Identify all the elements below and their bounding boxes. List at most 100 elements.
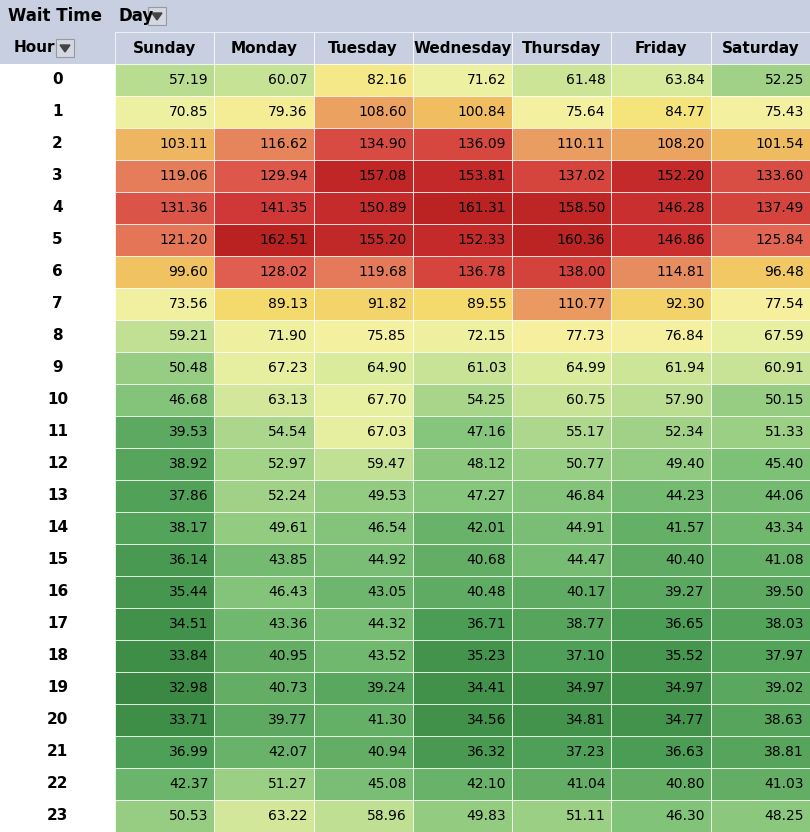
- Bar: [0, 384, 115, 416]
- Bar: [313, 800, 413, 832]
- Bar: [115, 608, 215, 640]
- Text: 67.59: 67.59: [765, 329, 804, 343]
- Bar: [413, 224, 512, 256]
- Text: 39.53: 39.53: [168, 425, 208, 439]
- Text: 60.07: 60.07: [268, 73, 308, 87]
- Text: 40.48: 40.48: [467, 585, 506, 599]
- Bar: [710, 736, 810, 768]
- Text: 40.80: 40.80: [665, 777, 705, 791]
- Text: 40.68: 40.68: [467, 553, 506, 567]
- Bar: [512, 512, 612, 544]
- Text: 50.77: 50.77: [566, 457, 605, 471]
- Text: 39.77: 39.77: [268, 713, 308, 727]
- Bar: [512, 224, 612, 256]
- Text: 70.85: 70.85: [168, 105, 208, 119]
- Bar: [115, 256, 215, 288]
- Bar: [612, 320, 710, 352]
- Bar: [512, 800, 612, 832]
- Bar: [413, 800, 512, 832]
- Text: 55.17: 55.17: [566, 425, 605, 439]
- Text: 116.62: 116.62: [259, 137, 308, 151]
- Text: 155.20: 155.20: [359, 233, 407, 247]
- Text: 114.81: 114.81: [656, 265, 705, 279]
- Bar: [115, 352, 215, 384]
- Text: 54.25: 54.25: [467, 393, 506, 407]
- Bar: [313, 256, 413, 288]
- Text: 136.09: 136.09: [458, 137, 506, 151]
- Text: 103.11: 103.11: [160, 137, 208, 151]
- Bar: [0, 704, 115, 736]
- Bar: [512, 64, 612, 96]
- Text: 46.54: 46.54: [368, 521, 407, 535]
- Bar: [115, 768, 215, 800]
- Text: 61.48: 61.48: [565, 73, 605, 87]
- Text: 72.15: 72.15: [467, 329, 506, 343]
- Text: 89.13: 89.13: [268, 297, 308, 311]
- Bar: [115, 32, 215, 64]
- Bar: [215, 672, 313, 704]
- Bar: [215, 544, 313, 576]
- Text: 125.84: 125.84: [756, 233, 804, 247]
- Bar: [215, 288, 313, 320]
- Text: 46.84: 46.84: [566, 489, 605, 503]
- Bar: [115, 128, 215, 160]
- Bar: [413, 608, 512, 640]
- Bar: [313, 288, 413, 320]
- Text: 40.95: 40.95: [268, 649, 308, 663]
- Bar: [215, 480, 313, 512]
- Bar: [512, 416, 612, 448]
- Text: 43.05: 43.05: [368, 585, 407, 599]
- Text: 150.89: 150.89: [358, 201, 407, 215]
- Text: 60.91: 60.91: [765, 361, 804, 375]
- Text: 50.15: 50.15: [765, 393, 804, 407]
- Bar: [115, 672, 215, 704]
- Text: 131.36: 131.36: [160, 201, 208, 215]
- Text: 37.23: 37.23: [566, 745, 605, 759]
- Text: 12: 12: [47, 457, 68, 472]
- Bar: [413, 384, 512, 416]
- Text: 49.53: 49.53: [368, 489, 407, 503]
- Text: 91.82: 91.82: [367, 297, 407, 311]
- Bar: [413, 416, 512, 448]
- Text: 2: 2: [52, 136, 63, 151]
- Text: 40.73: 40.73: [268, 681, 308, 695]
- Text: 141.35: 141.35: [259, 201, 308, 215]
- Text: 45.40: 45.40: [765, 457, 804, 471]
- Bar: [0, 544, 115, 576]
- Bar: [215, 128, 313, 160]
- Text: 44.91: 44.91: [566, 521, 605, 535]
- Bar: [0, 96, 115, 128]
- Text: 146.28: 146.28: [656, 201, 705, 215]
- Bar: [0, 192, 115, 224]
- Bar: [215, 224, 313, 256]
- Text: 23: 23: [47, 809, 68, 824]
- Bar: [710, 32, 810, 64]
- Bar: [0, 768, 115, 800]
- Bar: [215, 256, 313, 288]
- Text: 36.14: 36.14: [168, 553, 208, 567]
- Bar: [0, 736, 115, 768]
- Bar: [0, 352, 115, 384]
- Text: 48.25: 48.25: [765, 809, 804, 823]
- Text: 61.94: 61.94: [665, 361, 705, 375]
- Bar: [0, 608, 115, 640]
- Bar: [313, 736, 413, 768]
- Bar: [612, 224, 710, 256]
- Text: 75.85: 75.85: [368, 329, 407, 343]
- Text: 61.03: 61.03: [467, 361, 506, 375]
- Text: 63.13: 63.13: [268, 393, 308, 407]
- Text: 50.48: 50.48: [168, 361, 208, 375]
- Bar: [612, 288, 710, 320]
- Bar: [612, 384, 710, 416]
- Bar: [115, 224, 215, 256]
- Text: 38.92: 38.92: [168, 457, 208, 471]
- Bar: [115, 736, 215, 768]
- Bar: [710, 64, 810, 96]
- Text: 41.30: 41.30: [368, 713, 407, 727]
- Text: 45.08: 45.08: [368, 777, 407, 791]
- Text: 11: 11: [47, 424, 68, 439]
- Text: 33.84: 33.84: [168, 649, 208, 663]
- Bar: [413, 736, 512, 768]
- Text: 38.63: 38.63: [765, 713, 804, 727]
- Bar: [313, 224, 413, 256]
